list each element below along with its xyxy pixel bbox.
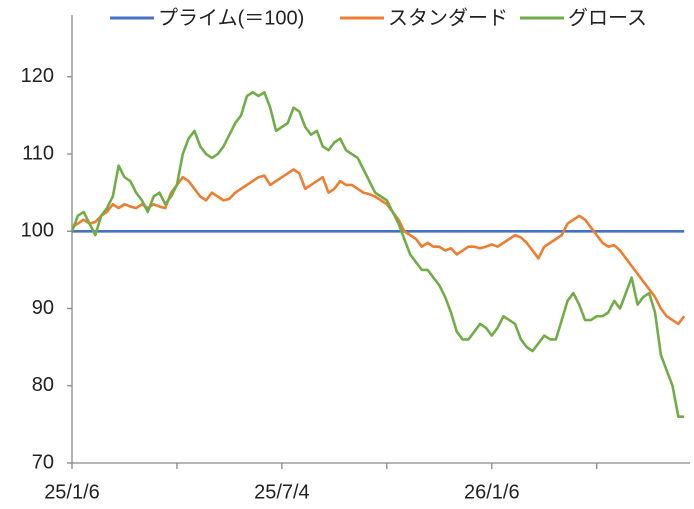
legend-label: グロース bbox=[568, 6, 647, 29]
y-tick-label: 120 bbox=[21, 65, 54, 87]
legend-label: プライム(＝100) bbox=[158, 7, 304, 29]
x-tick-label: 26/1/6 bbox=[464, 481, 520, 503]
y-tick-label: 110 bbox=[22, 142, 54, 164]
x-tick-label: 25/1/6 bbox=[44, 481, 100, 503]
series-line bbox=[71, 168, 686, 326]
x-tick-label: 25/7/4 bbox=[254, 481, 310, 503]
y-tick-label: 90 bbox=[32, 297, 54, 319]
series-line bbox=[70, 90, 685, 418]
y-tick-label: 70 bbox=[32, 451, 54, 473]
y-tick-label: 80 bbox=[32, 374, 54, 396]
legend-label: スタンダード bbox=[388, 6, 508, 29]
y-tick-label: 100 bbox=[21, 220, 54, 242]
